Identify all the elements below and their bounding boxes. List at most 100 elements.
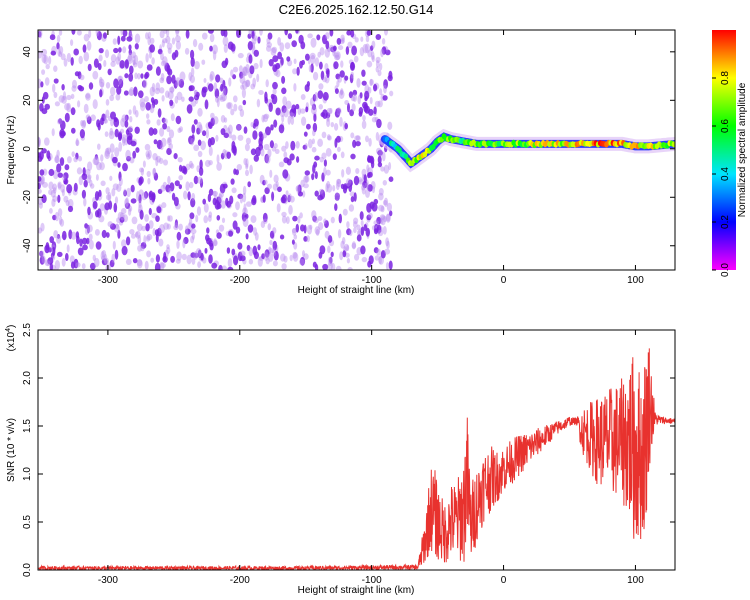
heatmap-cell	[165, 184, 171, 193]
heatmap-cell	[98, 78, 105, 88]
heatmap-cell	[160, 144, 164, 150]
heatmap-cell	[191, 233, 195, 240]
heatmap-cell	[366, 164, 370, 173]
heatmap-cell	[321, 152, 327, 160]
heatmap-cell	[188, 181, 194, 189]
heatmap-cell	[198, 42, 204, 51]
heatmap-cell	[133, 86, 138, 97]
heatmap-cell	[186, 104, 193, 114]
heatmap-cell	[122, 162, 128, 172]
heatmap-cell	[120, 118, 126, 128]
heatmap-cell	[385, 213, 391, 223]
heatmap-cell	[117, 162, 121, 168]
heatmap-cell	[41, 69, 46, 75]
heatmap-cell	[242, 66, 249, 77]
heatmap-cell	[193, 144, 200, 152]
heatmap-cell	[146, 233, 153, 241]
heatmap-cell	[109, 175, 113, 181]
heatmap-cell	[386, 202, 392, 212]
heatmap-cell	[205, 128, 209, 139]
heatmap-cell	[377, 150, 383, 156]
heatmap-cell	[228, 124, 233, 134]
heatmap-cell	[110, 118, 114, 127]
heatmap-cell	[89, 179, 93, 187]
heatmap-cell	[174, 219, 178, 229]
heatmap-cell	[298, 34, 304, 45]
heatmap-cell	[89, 262, 96, 270]
heatmap-cell	[373, 84, 378, 92]
heatmap-cell	[98, 189, 102, 197]
heatmap-cell	[216, 232, 222, 239]
heatmap-cell	[283, 107, 289, 118]
heatmap-cell	[72, 79, 77, 89]
heatmap-cell	[281, 115, 285, 123]
heatmap-cell	[207, 193, 212, 203]
heatmap-cell	[41, 54, 47, 64]
heatmap-cell	[187, 191, 191, 201]
heatmap-cell	[242, 185, 247, 195]
heatmap-cell	[80, 120, 84, 127]
heatmap-cell	[75, 138, 79, 147]
heatmap-cell	[70, 93, 75, 100]
heatmap-cell	[209, 74, 213, 82]
heatmap-cell	[103, 32, 107, 39]
heatmap-cell	[216, 97, 220, 108]
heatmap-cell	[258, 143, 264, 151]
heatmap-cell	[73, 258, 79, 269]
heatmap-cell	[215, 74, 221, 83]
heatmap-cell	[117, 52, 122, 62]
heatmap-cell	[330, 251, 334, 258]
heatmap-cell	[237, 134, 244, 141]
heatmap-cell	[347, 267, 353, 270]
heatmap-cell	[128, 30, 133, 35]
heatmap-cell	[279, 111, 285, 117]
heatmap-cell	[202, 32, 208, 40]
heatmap-cell	[373, 247, 379, 254]
heatmap-cell	[285, 141, 289, 149]
heatmap-cell	[148, 192, 152, 198]
heatmap-cell	[277, 37, 281, 46]
heatmap-cell	[340, 88, 344, 95]
heatmap-cell	[341, 169, 345, 178]
heatmap-cell	[96, 161, 102, 171]
heatmap-cell	[350, 196, 355, 203]
heatmap-cell	[146, 170, 151, 178]
heatmap-cell	[267, 32, 273, 40]
heatmap-cell	[83, 33, 90, 42]
heatmap-cell	[222, 149, 227, 157]
heatmap-cell	[77, 85, 83, 90]
heatmap-cell	[366, 60, 373, 68]
heatmap-cell	[242, 66, 247, 77]
heatmap-cell	[335, 73, 341, 80]
heatmap-cell	[322, 76, 328, 83]
heatmap-cell	[88, 30, 92, 38]
heatmap-cell	[251, 37, 257, 45]
heatmap-cell	[128, 205, 133, 212]
heatmap-cell	[204, 247, 208, 254]
heatmap-cell	[165, 35, 171, 44]
heatmap-cell	[253, 62, 259, 70]
heatmap-cell	[147, 36, 151, 46]
heatmap-cell	[232, 66, 239, 73]
heatmap-cell	[83, 179, 88, 188]
heatmap-cell	[70, 57, 74, 66]
spectrogram-y-ticks: -40 -20 0 20 40	[22, 46, 675, 253]
heatmap-cell	[257, 36, 261, 44]
heatmap-cell	[123, 188, 127, 196]
heatmap-cell	[85, 93, 91, 99]
heatmap-cell	[207, 214, 212, 222]
heatmap-cell	[190, 252, 196, 258]
heatmap-cell	[277, 186, 282, 193]
heatmap-cell	[61, 257, 66, 267]
heatmap-cell	[188, 85, 193, 92]
heatmap-cell	[293, 83, 297, 92]
heatmap-cell	[285, 190, 289, 196]
heatmap-cell	[377, 155, 382, 164]
heatmap-cell	[263, 143, 270, 151]
heatmap-cell	[119, 60, 125, 69]
heatmap-cell	[199, 159, 203, 170]
heatmap-cell	[185, 163, 191, 171]
x-tick-label: -100	[362, 275, 382, 286]
heatmap-cell	[156, 155, 162, 163]
